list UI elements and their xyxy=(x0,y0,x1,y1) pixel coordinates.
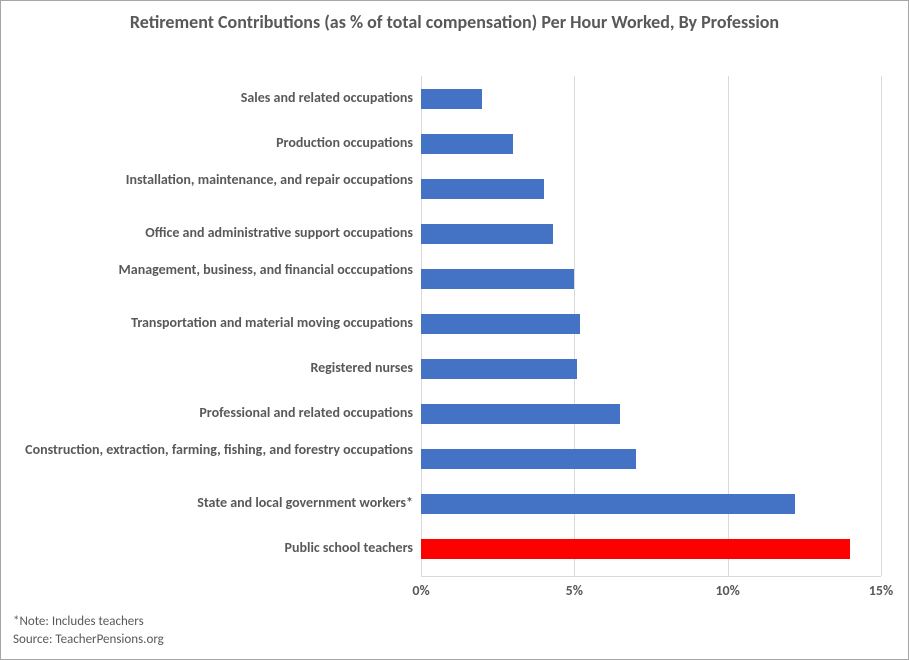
category-label: Professional and related occupations xyxy=(13,405,413,422)
x-tick-label: 5% xyxy=(566,582,583,599)
footnote-source: Source: TeacherPensions.org xyxy=(13,632,164,647)
footnote-note: *Note: Includes teachers xyxy=(13,614,144,629)
category-label: Office and administrative support occupa… xyxy=(13,225,413,242)
category-label: State and local government workers* xyxy=(13,495,413,512)
bar xyxy=(421,314,580,334)
x-axis-line xyxy=(421,576,881,577)
bar xyxy=(421,134,513,154)
category-label: Public school teachers xyxy=(13,540,413,557)
gridline xyxy=(881,76,882,576)
category-label: Sales and related occupations xyxy=(13,90,413,107)
bar xyxy=(421,494,795,514)
x-tick-label: 15% xyxy=(869,582,893,599)
x-tick-label: 10% xyxy=(715,582,739,599)
chart-container: Retirement Contributions (as % of total … xyxy=(0,0,909,660)
bar xyxy=(421,449,636,469)
category-label: Construction, extraction, farming, fishi… xyxy=(13,442,413,459)
bar xyxy=(421,359,577,379)
category-label: Production occupations xyxy=(13,135,413,152)
bar xyxy=(421,89,482,109)
bar xyxy=(421,224,553,244)
category-label: Registered nurses xyxy=(13,360,413,377)
bar xyxy=(421,269,574,289)
bar xyxy=(421,404,620,424)
category-label: Installation, maintenance, and repair oc… xyxy=(13,172,413,189)
x-tick-label: 0% xyxy=(412,582,429,599)
plot-area xyxy=(421,76,881,576)
chart-title: Retirement Contributions (as % of total … xyxy=(1,1,908,39)
bar xyxy=(421,539,850,559)
bar xyxy=(421,179,544,199)
category-label: Management, business, and financial occc… xyxy=(13,262,413,279)
category-label: Transportation and material moving occup… xyxy=(13,315,413,332)
